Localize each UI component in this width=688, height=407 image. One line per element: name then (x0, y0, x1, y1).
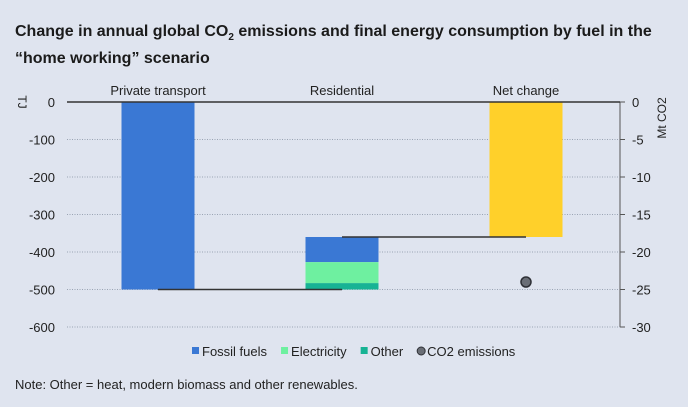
legend-swatch (360, 347, 368, 354)
bar-fossil-fuels (121, 102, 195, 290)
legend-swatch (281, 347, 289, 354)
co2-emissions-point (520, 276, 532, 288)
legend-label: Fossil fuels (202, 344, 268, 359)
chart-note: Note: Other = heat, modern biomass and o… (15, 377, 358, 392)
y-tick-label-left: -500 (29, 283, 55, 298)
legend-label: Other (371, 344, 404, 359)
y-tick-label-left: 0 (48, 95, 55, 110)
chart-title: Change in annual global CO2 emissions an… (15, 21, 680, 69)
y-axis-label-left: TJ (15, 95, 29, 108)
title-text-rest: emissions and final energy consumption b… (15, 23, 652, 68)
category-label: Net change (493, 83, 560, 98)
title-text: Change in annual global CO (15, 23, 229, 40)
y-tick-label-right: -25 (632, 283, 651, 298)
legend-label-co2: CO2 emissions (427, 344, 516, 359)
category-label: Private transport (110, 83, 206, 98)
title-subscript: 2 (228, 32, 234, 44)
y-tick-label-right: -30 (632, 320, 651, 335)
y-tick-label-left: -300 (29, 208, 55, 223)
bar-electricity (305, 262, 379, 284)
y-tick-label-right: -20 (632, 245, 651, 260)
bar-fossil-fuels (305, 237, 379, 263)
y-tick-label-right: 0 (632, 95, 639, 110)
bar-other (305, 283, 379, 290)
legend-co2-marker (416, 346, 426, 356)
bar-net-change (489, 102, 563, 237)
y-tick-label-left: -400 (29, 245, 55, 260)
legend-label: Electricity (291, 344, 347, 359)
legend-swatch (192, 347, 199, 354)
y-tick-label-left: -600 (29, 320, 55, 335)
category-label: Residential (310, 83, 374, 98)
y-axis-label-right: Mt CO2 (655, 97, 669, 139)
y-tick-label-right: -5 (632, 133, 644, 148)
y-tick-label-left: -200 (29, 170, 55, 185)
y-tick-label-right: -10 (632, 170, 651, 185)
y-tick-label-right: -15 (632, 208, 651, 223)
y-tick-label-left: -100 (29, 133, 55, 148)
